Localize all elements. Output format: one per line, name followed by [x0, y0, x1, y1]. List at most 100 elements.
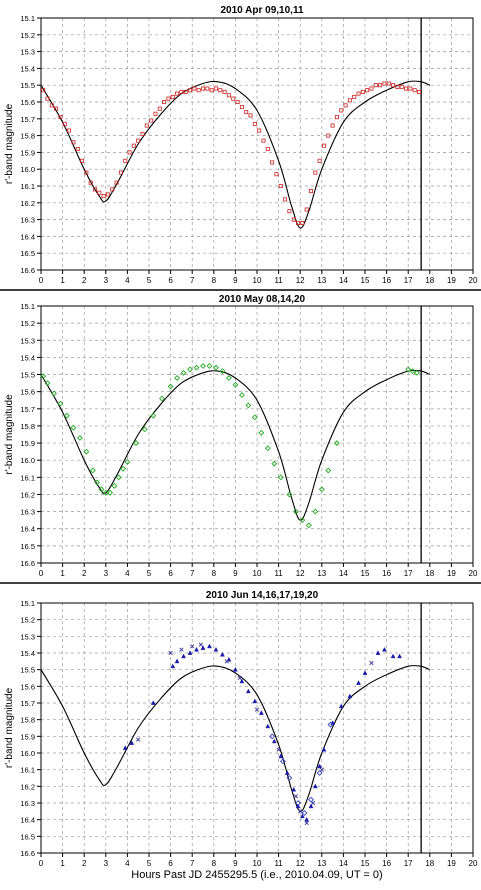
data-point: [382, 646, 387, 652]
data-point: [316, 770, 323, 776]
y-axis-label: r'-band magnitude: [4, 394, 15, 475]
data-point: [326, 133, 331, 138]
x-tick-label: 15: [361, 276, 370, 285]
x-tick-label: 9: [233, 569, 238, 578]
x-tick-label: 10: [253, 276, 262, 285]
data-point: [343, 103, 348, 108]
data-point: [149, 118, 154, 123]
data-point: [45, 96, 50, 101]
data-point: [93, 187, 98, 192]
data-point: [312, 508, 319, 515]
data-point: [312, 783, 318, 789]
x-tick-label: 7: [190, 276, 195, 285]
data-point: [292, 508, 299, 515]
data-point: [252, 698, 258, 704]
data-point: [225, 375, 232, 381]
data-point: [140, 131, 145, 136]
data-point: [141, 426, 148, 433]
x-tick-label: 16: [382, 569, 391, 578]
y-tick-label: 16.5: [20, 542, 35, 551]
y-tick-label: 16.4: [20, 816, 35, 825]
y-tick-label: 16.4: [20, 525, 35, 534]
data-point: [213, 364, 219, 371]
y-tick-label: 16.2: [20, 782, 35, 791]
data-point: [107, 489, 114, 496]
y-tick-label: 16.2: [20, 490, 35, 499]
data-point: [416, 89, 421, 94]
data-point: [356, 91, 361, 96]
data-point: [278, 183, 283, 188]
data-point: [58, 115, 63, 120]
x-tick-label: 18: [425, 276, 434, 285]
data-point: [170, 94, 175, 99]
data-point: [190, 644, 195, 649]
data-point: [296, 220, 301, 225]
x-tick-label: 2: [82, 569, 87, 578]
y-tick-label: 15.2: [20, 616, 35, 625]
data-point: [83, 448, 90, 455]
data-point: [308, 796, 314, 803]
data-point: [321, 143, 326, 148]
data-point: [94, 479, 101, 486]
data-point: [101, 194, 106, 199]
data-point: [293, 794, 298, 799]
data-point: [54, 106, 59, 111]
data-point: [300, 220, 305, 225]
y-tick-label: 15.5: [20, 81, 35, 90]
data-point: [70, 424, 77, 431]
chart-title: 2010 Apr 09,10,11: [220, 5, 303, 16]
data-point: [80, 158, 85, 163]
data-point: [239, 678, 245, 684]
y-tick-label: 15.5: [20, 371, 35, 380]
data-point: [313, 170, 318, 175]
data-point: [270, 160, 275, 165]
data-point: [405, 366, 412, 373]
data-point: [333, 440, 340, 447]
data-point: [317, 158, 322, 163]
model-curve: [40, 80, 431, 229]
data-point: [175, 91, 180, 96]
data-point: [179, 89, 184, 94]
x-tick-label: 11: [274, 859, 283, 868]
y-tick-label: 15.2: [20, 31, 35, 40]
data-point: [258, 710, 264, 715]
data-point: [360, 89, 365, 94]
data-point: [122, 745, 128, 750]
y-tick-label: 15.9: [20, 439, 35, 448]
data-point: [412, 88, 417, 93]
x-tick-label: 4: [125, 276, 130, 285]
data-point: [180, 369, 187, 376]
data-point: [391, 83, 396, 88]
data-point: [98, 486, 105, 493]
data-point: [304, 207, 309, 212]
x-tick-label: 9: [233, 859, 238, 868]
data-point: [261, 138, 266, 143]
data-point: [118, 170, 123, 175]
data-point: [325, 467, 332, 474]
data-point: [334, 115, 339, 120]
chart-panel-3: 0 1 2 3 4 5 6 7 8 9 10 11 12 13 14 15 16 17 18 19 2015.115.2…: [4, 590, 478, 868]
data-point: [347, 693, 353, 699]
data-point: [71, 140, 76, 145]
x-tick-label: 18: [425, 859, 434, 868]
data-point: [102, 489, 109, 496]
data-point: [239, 105, 244, 110]
x-tick-label: 3: [104, 859, 109, 868]
x-tick-label: 0: [39, 276, 44, 285]
data-point: [174, 658, 180, 664]
data-point: [269, 733, 276, 740]
data-point: [222, 89, 227, 94]
x-tick-label: 3: [104, 276, 109, 285]
data-point: [150, 700, 156, 705]
data-point: [238, 392, 245, 399]
data-point: [286, 775, 293, 781]
data-point: [305, 522, 312, 529]
data-point: [362, 670, 368, 675]
y-tick-label: 16.3: [20, 508, 35, 517]
data-point: [153, 111, 158, 116]
y-tick-label: 15.4: [20, 649, 35, 658]
data-point: [150, 412, 157, 419]
data-point: [193, 364, 200, 371]
x-tick-label: 8: [212, 276, 217, 285]
data-point: [209, 88, 214, 93]
